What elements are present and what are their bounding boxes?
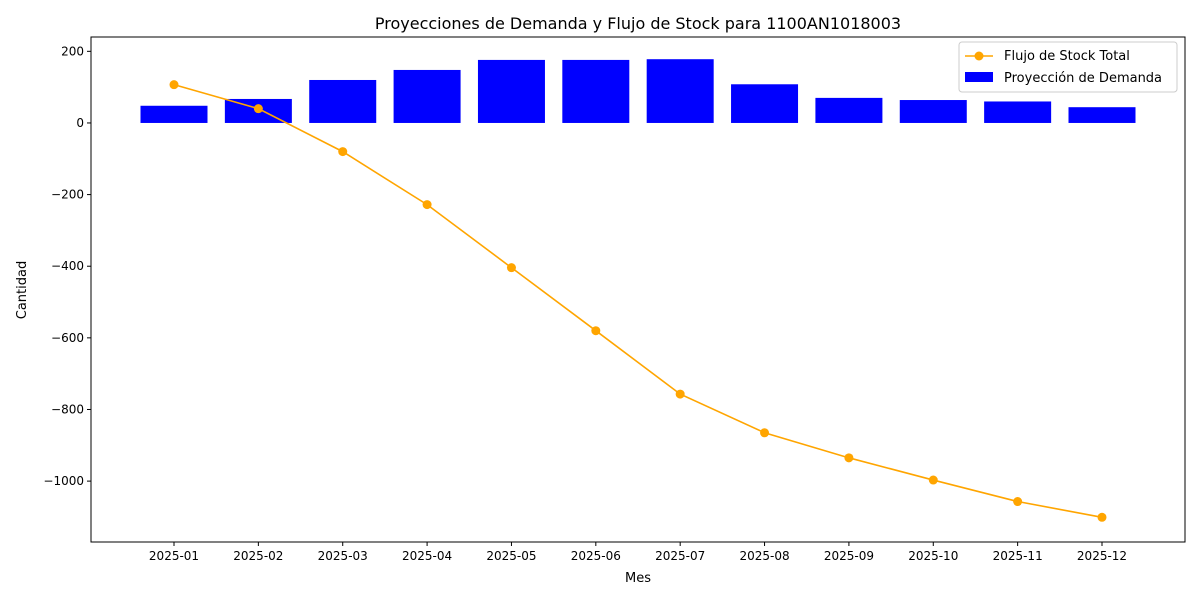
bar-series-group <box>140 59 1136 123</box>
point-2025-10 <box>928 475 938 485</box>
x-tick-label: 2025-04 <box>402 549 452 563</box>
point-2025-11 <box>1013 497 1023 507</box>
legend-box <box>958 41 1178 93</box>
chart-title: Proyecciones de Demanda y Flujo de Stock… <box>375 14 901 33</box>
point-2025-07 <box>675 389 685 399</box>
point-2025-09 <box>844 453 854 463</box>
legend-bar-swatch <box>965 72 993 82</box>
x-tick-label: 2025-07 <box>655 549 705 563</box>
plot-frame <box>90 36 1186 543</box>
y-tick-label: −800 <box>51 402 84 416</box>
point-2025-06 <box>591 326 601 336</box>
point-2025-04 <box>422 200 432 210</box>
line-series-group <box>169 80 1107 522</box>
bar-2025-05 <box>477 59 545 123</box>
y-tick-label: 0 <box>76 116 84 130</box>
legend-line-label: Flujo de Stock Total <box>1004 49 1130 64</box>
bar-2025-01 <box>140 105 208 123</box>
bar-2025-12 <box>1068 107 1136 123</box>
y-axis-label: Cantidad <box>15 261 30 319</box>
y-tick-label: −200 <box>51 188 84 202</box>
legend: Flujo de Stock Total Proyección de Deman… <box>958 41 1178 93</box>
x-tick-label: 2025-11 <box>993 549 1043 563</box>
y-tick-label: −600 <box>51 331 84 345</box>
bar-2025-09 <box>815 97 883 123</box>
x-axis-label: Mes <box>625 571 651 586</box>
bar-2025-06 <box>562 59 630 123</box>
point-2025-05 <box>506 263 516 273</box>
bar-2025-07 <box>646 59 714 123</box>
x-tick-label: 2025-03 <box>318 549 368 563</box>
x-tick-label: 2025-01 <box>149 549 199 563</box>
x-tick-label: 2025-06 <box>571 549 621 563</box>
bar-2025-03 <box>309 79 377 123</box>
point-2025-08 <box>760 428 770 438</box>
point-2025-02 <box>253 104 263 114</box>
y-tick-label: −400 <box>51 259 84 273</box>
x-tick-label: 2025-09 <box>824 549 874 563</box>
x-tick-label: 2025-12 <box>1077 549 1127 563</box>
point-2025-03 <box>338 147 348 157</box>
x-tick-label: 2025-02 <box>233 549 283 563</box>
bar-2025-04 <box>393 69 461 123</box>
y-tick-label: −1000 <box>43 474 84 488</box>
y-tick-label: 200 <box>61 44 84 58</box>
x-tick-label: 2025-08 <box>739 549 789 563</box>
x-axis: 2025-01 2025-02 2025-03 2025-04 2025-05 2025-… <box>149 542 1127 563</box>
y-axis: 200 0 −200 −400 −600 −800 −1000 <box>43 44 91 488</box>
legend-line-marker <box>974 51 984 61</box>
x-tick-label: 2025-10 <box>908 549 958 563</box>
bar-2025-08 <box>731 84 799 123</box>
bar-2025-10 <box>899 100 967 123</box>
x-tick-label: 2025-05 <box>486 549 536 563</box>
legend-bar-label: Proyección de Demanda <box>1004 71 1162 86</box>
bar-2025-11 <box>984 101 1052 123</box>
point-2025-12 <box>1097 512 1107 522</box>
line-flujo-stock <box>173 83 1103 519</box>
point-2025-01 <box>169 80 179 90</box>
